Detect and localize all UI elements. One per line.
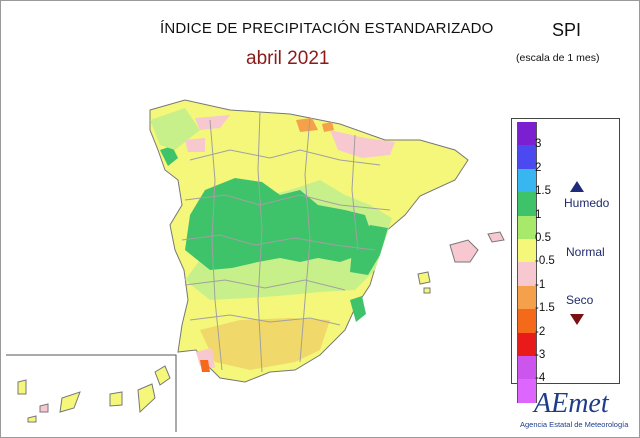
legend-label: -1.5 xyxy=(535,302,555,315)
legend-swatch xyxy=(517,379,537,403)
canary-la-gomera xyxy=(39,403,49,413)
wet-zone-southeast xyxy=(350,296,366,322)
dry-arrow-icon xyxy=(570,314,584,325)
legend-swatch xyxy=(517,239,537,263)
menorca xyxy=(487,231,505,243)
canary-la-palma xyxy=(17,379,27,395)
legend-normal-label: Normal xyxy=(566,245,605,259)
aemet-logo: AEmet Agencia Estatal de Meteorología xyxy=(520,388,630,432)
canary-fuerteventura xyxy=(137,383,156,414)
mallorca xyxy=(449,239,479,263)
very-dry-north xyxy=(296,118,318,132)
legend-dry-label: Seco xyxy=(566,293,594,307)
legend-swatch xyxy=(517,145,537,169)
near-normal-south xyxy=(200,318,330,370)
legend-label: 1.5 xyxy=(535,185,551,198)
map-period: abril 2021 xyxy=(246,48,330,69)
legend-label: 1 xyxy=(535,208,542,221)
legend-label: -2 xyxy=(535,325,546,338)
legend-label: 2 xyxy=(535,161,542,174)
formentera xyxy=(423,287,431,294)
legend-swatch xyxy=(517,356,537,380)
moderately-wet-north xyxy=(150,108,200,150)
canary-tenerife xyxy=(59,391,81,413)
canary-lanzarote xyxy=(154,365,171,386)
wet-zone-east xyxy=(350,225,388,275)
legend-swatch xyxy=(517,309,537,333)
legend-swatch xyxy=(517,168,537,193)
ibiza xyxy=(417,271,431,285)
legend-swatch xyxy=(517,215,537,239)
index-name: SPI xyxy=(552,20,582,40)
legend-label: -3 xyxy=(535,349,546,361)
legend-swatch-top xyxy=(517,122,537,146)
canary-inset-frame xyxy=(6,354,177,432)
dry-zone-cantabria xyxy=(195,115,230,130)
legend-wet-label: Humedo xyxy=(564,196,610,210)
legend-label: 3 xyxy=(535,138,542,151)
wet-arrow-icon xyxy=(570,181,584,192)
wet-zone-galicia xyxy=(160,146,178,166)
logo-wordmark: AEmet xyxy=(534,388,609,419)
very-dry-south xyxy=(200,360,210,372)
canary-gran-canaria xyxy=(109,391,123,407)
canary-el-hierro xyxy=(27,415,37,423)
legend-label: -4 xyxy=(535,372,546,385)
legend-label: -1 xyxy=(535,278,546,291)
logo-subtitle: Agencia Estatal de Meteorología xyxy=(520,420,629,429)
dry-zone-north xyxy=(330,130,395,158)
legend-swatch xyxy=(517,192,537,216)
dry-zone-galicia xyxy=(185,138,205,152)
legend-label: -0.5 xyxy=(535,255,555,268)
legend-swatch xyxy=(517,262,537,286)
wet-zone-center xyxy=(185,178,372,270)
very-dry-northeast xyxy=(322,122,334,132)
legend-swatch xyxy=(517,285,537,310)
map-title: ÍNDICE DE PRECIPITACIÓN ESTANDARIZADO xyxy=(160,20,494,37)
province-borders xyxy=(181,111,391,373)
legend-label: 0.5 xyxy=(535,232,551,244)
legend-swatch xyxy=(517,332,537,356)
scale-note: (escala de 1 mes) xyxy=(516,52,600,64)
